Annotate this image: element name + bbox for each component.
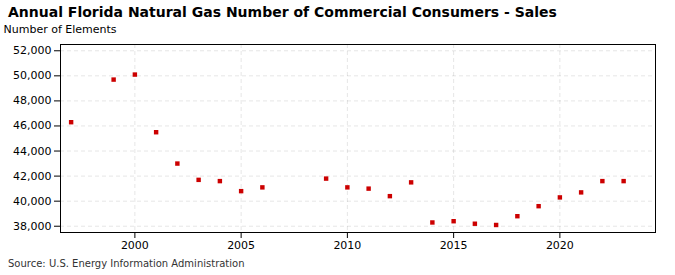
html-text:Source: U.S. Energy Informatio: Source: U.S. Energy Information Administ… — [8, 258, 245, 269]
svg-text:Number of Elements: Number of Elements — [4, 23, 117, 36]
html-text:Annual Florida Natural Gas Num: Annual Florida Natural Gas Number of Com… — [8, 4, 557, 20]
svg-text:40,000: 40,000 — [13, 195, 52, 208]
svg-text:52,000: 52,000 — [13, 44, 52, 57]
svg-text:2010: 2010 — [333, 239, 361, 252]
svg-text:44,000: 44,000 — [13, 145, 52, 158]
svg-text:2020: 2020 — [546, 239, 574, 252]
svg-text:38,000: 38,000 — [13, 220, 52, 233]
svg-text:42,000: 42,000 — [13, 170, 52, 183]
svg-text:2000: 2000 — [121, 239, 149, 252]
svg-text:50,000: 50,000 — [13, 69, 52, 82]
svg-text:2005: 2005 — [227, 239, 255, 252]
svg-text:2015: 2015 — [440, 239, 468, 252]
svg-text:46,000: 46,000 — [13, 119, 52, 132]
svg-text:48,000: 48,000 — [13, 94, 52, 107]
